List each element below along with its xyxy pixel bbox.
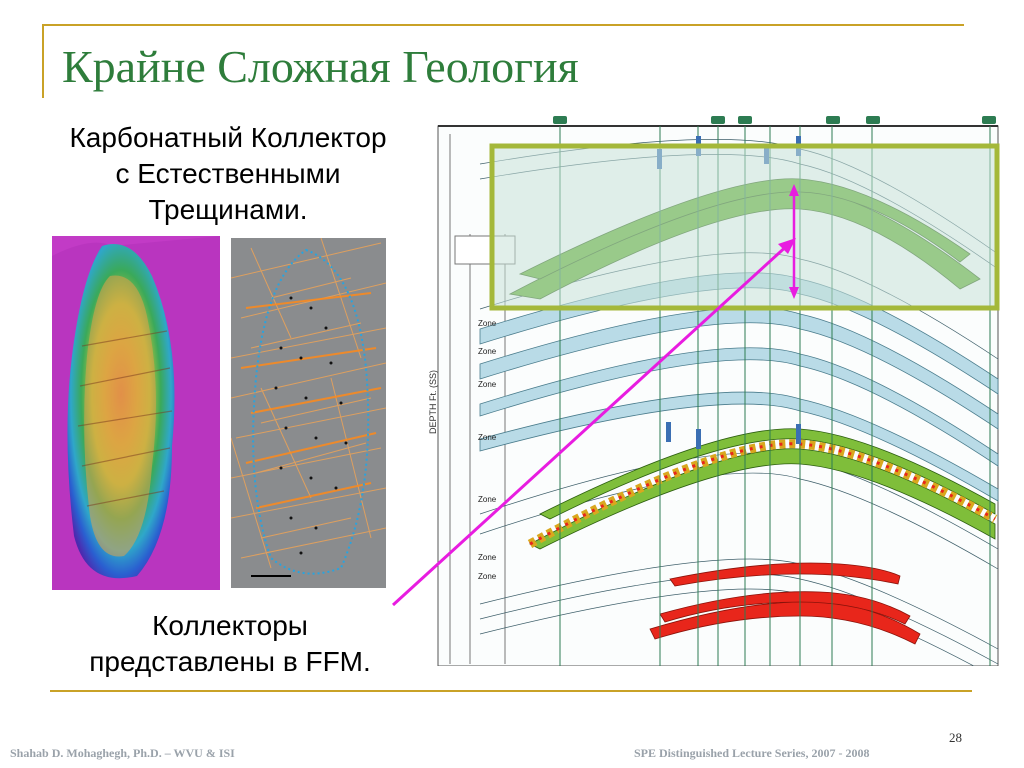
- reservoir-map-image: [52, 236, 220, 590]
- caption-bottom: Коллекторы представлены в FFM.: [30, 608, 430, 680]
- fracture-map-image: [231, 238, 386, 588]
- footer-rule: [50, 690, 972, 692]
- caption-top-line-2: с Естественными: [115, 158, 341, 189]
- zone-label: Zone: [478, 347, 497, 356]
- cross-section-diagram: DEPTH Ft. (SS) Zone Zone Zone Z: [420, 104, 1010, 666]
- title-frame-left: [42, 24, 44, 98]
- depth-axis-label: DEPTH Ft. (SS): [428, 370, 438, 434]
- zone-label: Zone: [478, 319, 497, 328]
- footer-author: Shahab D. Mohaghegh, Ph.D. – WVU & ISI: [10, 746, 235, 760]
- zone-label: Zone: [478, 495, 497, 504]
- caption-top-line-3: Трещинами.: [148, 194, 308, 225]
- caption-top: Карбонатный Коллектор с Естественными Тр…: [18, 120, 438, 228]
- title-frame-top: [42, 24, 964, 26]
- caption-bottom-line-1: Коллекторы: [152, 610, 308, 641]
- footer-series: SPE Distinguished Lecture Series, 2007 -…: [634, 746, 870, 760]
- page-number: 28: [949, 730, 962, 745]
- zone-label: Zone: [478, 433, 497, 442]
- slide-title: Крайне Сложная Геология: [62, 41, 579, 92]
- caption-top-line-1: Карбонатный Коллектор: [69, 122, 387, 153]
- zone-label: Zone: [478, 572, 497, 581]
- zone-label: Zone: [478, 553, 497, 562]
- caption-bottom-line-2: представлены в FFM.: [89, 646, 371, 677]
- zone-label: Zone: [478, 380, 497, 389]
